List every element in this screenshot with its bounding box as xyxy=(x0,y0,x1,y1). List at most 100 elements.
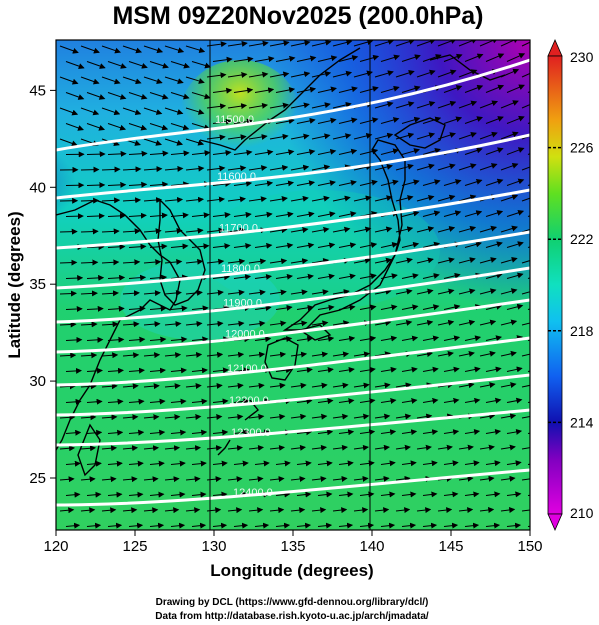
wind-arrow xyxy=(437,100,457,109)
wind-arrow xyxy=(521,447,530,450)
contour-label: 11600.0 xyxy=(217,171,256,183)
wind-arrow xyxy=(101,507,117,514)
wind-arrow xyxy=(359,429,376,436)
wind-arrow xyxy=(485,335,503,342)
wind-arrow xyxy=(380,242,399,248)
wind-arrow xyxy=(353,257,372,264)
wind-arrow xyxy=(401,273,419,279)
wind-arrow xyxy=(80,476,96,483)
wind-arrow xyxy=(206,413,223,420)
wind-arrow xyxy=(80,507,96,514)
wind-arrow xyxy=(401,210,420,217)
wind-arrow xyxy=(458,100,478,109)
colorbar-tick-label: 214 xyxy=(570,414,594,430)
x-tick-label: 140 xyxy=(359,538,384,555)
wind-arrow xyxy=(149,274,168,281)
wind-arrow xyxy=(143,414,160,421)
wind-arrow xyxy=(128,522,144,529)
wind-arrow xyxy=(401,85,421,93)
wind-arrow xyxy=(86,182,106,189)
wind-arrow xyxy=(338,86,358,93)
wind-arrow xyxy=(128,92,148,100)
wind-arrow xyxy=(185,476,201,483)
wind-arrow xyxy=(437,507,453,514)
wind-arrow xyxy=(191,123,211,131)
height-contour-line xyxy=(56,58,530,152)
wind-arrow xyxy=(506,397,523,404)
wind-arrow xyxy=(86,213,105,220)
wind-arrow xyxy=(149,305,167,312)
wind-arrow xyxy=(275,491,291,498)
wind-arrow xyxy=(485,491,501,498)
wind-arrow xyxy=(506,147,525,155)
wind-arrow xyxy=(191,305,209,312)
wind-arrow xyxy=(374,351,392,358)
colorbar: 210 214 218 222 226 230 xyxy=(547,39,594,531)
wind-arrow xyxy=(311,289,329,296)
wind-arrow xyxy=(80,228,99,235)
wind-arrow xyxy=(164,165,184,172)
wind-arrow xyxy=(80,76,100,85)
wind-arrow xyxy=(107,61,127,69)
wind-arrow xyxy=(311,195,330,202)
wind-arrow xyxy=(191,491,207,498)
wind-arrow xyxy=(479,382,496,389)
wind-arrow xyxy=(479,225,498,233)
wind-arrow xyxy=(380,398,397,404)
footer-credit-1: Drawing by DCL (https://www.gfd-dennou.o… xyxy=(156,597,429,608)
x-tick-label: 125 xyxy=(122,538,147,555)
wind-arrow xyxy=(191,460,207,467)
wind-arrow xyxy=(374,101,394,109)
wind-arrow xyxy=(248,382,265,389)
wind-arrow xyxy=(107,274,126,281)
wind-arrow xyxy=(422,522,438,529)
wind-arrow xyxy=(212,491,228,498)
wind-arrow xyxy=(437,351,454,357)
wind-arrow xyxy=(332,320,350,327)
wind-arrow xyxy=(479,40,499,47)
wind-arrow xyxy=(227,227,246,234)
wind-arrow xyxy=(380,148,400,155)
wind-arrow xyxy=(65,429,82,436)
wind-arrow xyxy=(521,507,530,513)
contour-label: 11500.0 xyxy=(215,114,254,126)
wind-arrow xyxy=(149,522,165,529)
wind-arrow xyxy=(65,61,85,70)
wind-arrow xyxy=(485,522,501,529)
wind-arrow xyxy=(395,288,413,295)
wind-arrow xyxy=(107,460,123,467)
wind-arrow xyxy=(521,166,530,171)
wind-arrow xyxy=(485,53,505,62)
wind-arrow xyxy=(164,445,181,452)
wind-arrow xyxy=(479,413,496,420)
wind-arrow xyxy=(248,71,269,78)
wind-arrow xyxy=(443,179,462,186)
wind-arrow xyxy=(332,133,352,140)
wind-arrow xyxy=(422,491,438,498)
wind-arrow xyxy=(380,85,400,93)
wind-arrow xyxy=(269,71,290,78)
wind-arrow xyxy=(143,166,163,173)
wind-arrow xyxy=(395,70,415,78)
x-tick-label: 130 xyxy=(201,538,226,555)
wind-arrow xyxy=(353,444,369,451)
wind-arrow xyxy=(122,321,140,328)
wind-arrow xyxy=(311,320,329,327)
wind-arrow xyxy=(149,92,169,100)
wind-arrow xyxy=(107,212,126,219)
shikoku-island xyxy=(298,324,332,341)
wind-arrow xyxy=(191,336,209,343)
height-contour-line xyxy=(56,133,530,200)
wind-arrow xyxy=(248,40,269,47)
wind-arrow xyxy=(485,241,503,248)
wind-arrow xyxy=(65,460,81,467)
wind-arrow xyxy=(500,319,518,326)
wind-arrow xyxy=(227,351,245,358)
wind-arrow xyxy=(374,444,390,451)
wind-arrow xyxy=(296,86,317,93)
wind-arrow xyxy=(233,118,253,125)
wind-arrow xyxy=(290,195,309,202)
wind-arrow xyxy=(80,414,97,421)
kyushu-island xyxy=(264,337,299,381)
